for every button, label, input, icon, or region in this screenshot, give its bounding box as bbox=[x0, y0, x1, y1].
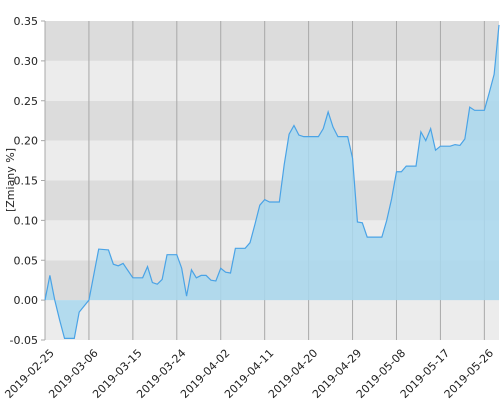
y-tick-label: 0.05 bbox=[14, 254, 39, 267]
y-tick-label: 0.25 bbox=[14, 95, 39, 108]
line bbox=[44, 24, 500, 340]
y-tick-label: -0.05 bbox=[10, 334, 38, 347]
y-tick-label: 0.30 bbox=[14, 55, 39, 68]
band bbox=[45, 21, 499, 61]
y-tick-label: 0.00 bbox=[14, 294, 39, 307]
y-tick-label: 0.10 bbox=[14, 214, 39, 227]
y-axis-label: [Zmiany %] bbox=[4, 148, 17, 212]
area bbox=[45, 24, 499, 339]
band bbox=[45, 100, 499, 141]
y-tick-label: 0.20 bbox=[14, 135, 39, 148]
y-tick-label: 0.15 bbox=[14, 175, 39, 188]
band bbox=[45, 300, 499, 340]
y-tick-label: 0.35 bbox=[14, 15, 39, 28]
band bbox=[45, 60, 499, 101]
